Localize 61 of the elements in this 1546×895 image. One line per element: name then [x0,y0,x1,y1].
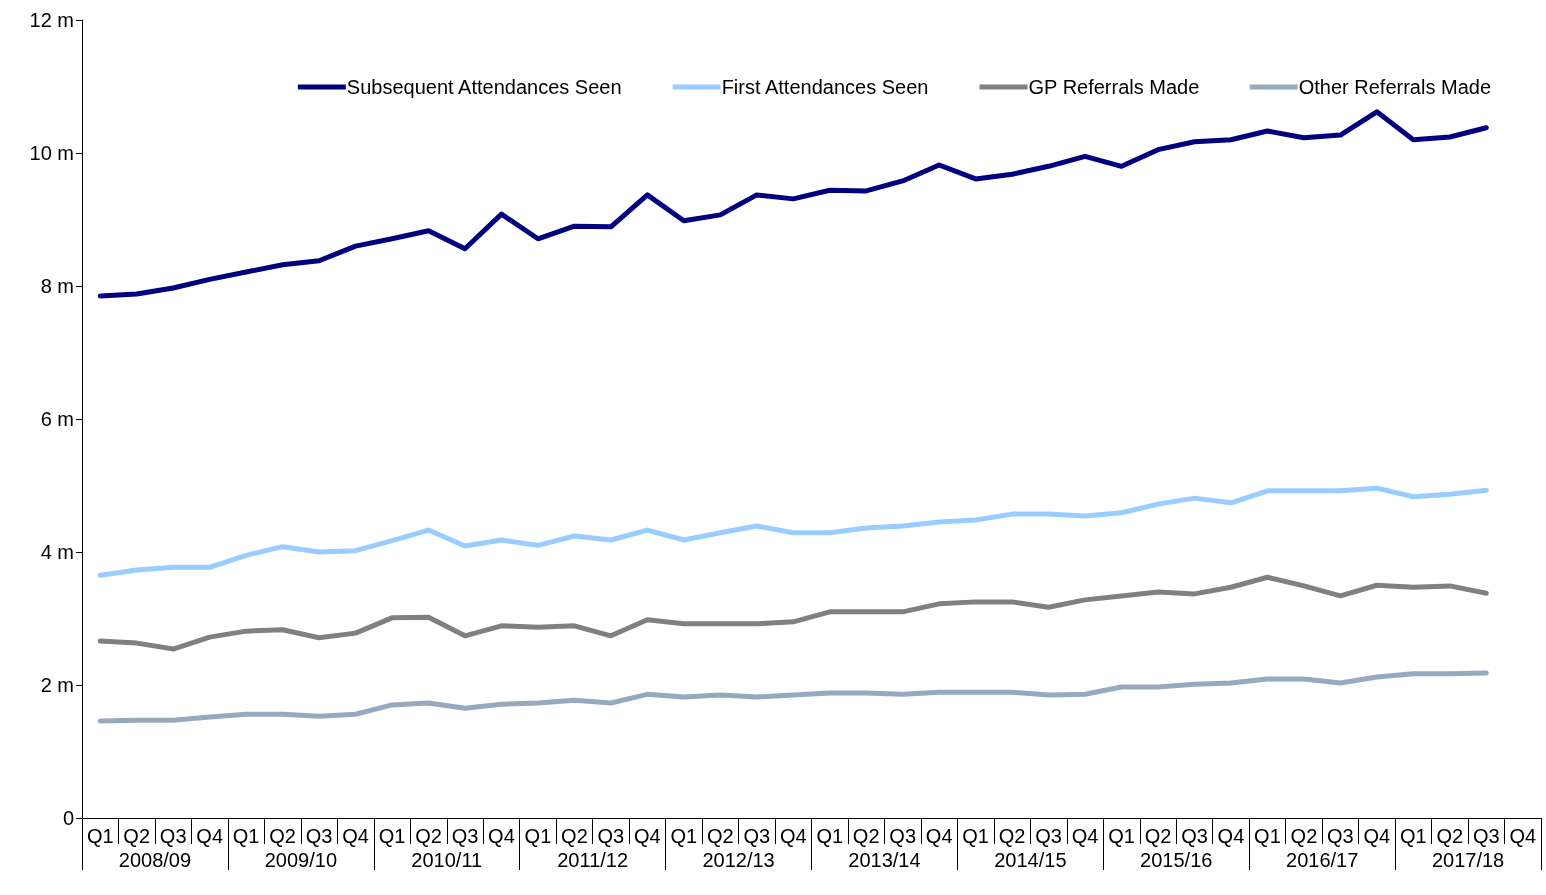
text: 2016/17 [1286,849,1359,871]
y-tick-label: 0 [62,807,74,829]
y-tick-label: 6 m [40,408,74,430]
x-tick-label: Q4 [925,825,953,847]
text: 2009/10 [264,849,337,871]
x-tick-label: Q2 [269,825,296,847]
x-tick-label: Q2 [1144,825,1172,847]
x-tick-label: Q4 [779,825,807,847]
x-tick-label: Q1 [1254,825,1281,847]
x-tick-label: Q3 [1181,825,1208,847]
x-tick-label: Q2 [415,825,442,847]
x-tick-label: Q2 [123,825,151,847]
x-tick-label: Q2 [998,825,1026,847]
legend-label: Other Referrals Made [1298,76,1491,98]
y-tick-label: 4 m [40,541,74,563]
x-tick-label: Q1 [670,825,698,847]
x-tick-label: Q3 [597,825,625,847]
legend-label: Subsequent Attendances Seen [346,76,622,98]
x-tick-label: Q3 [1472,825,1500,847]
x-tick-label: Q4 [1071,825,1099,847]
x-tick-label: Q1 [86,825,114,847]
y-tick-label: 10 m [29,142,74,164]
y-tick-label: 8 m [40,275,74,297]
x-tick-label: Q1 [816,825,844,847]
x-tick-label: Q2 [706,825,734,847]
x-tick-label: Q4 [488,825,515,847]
x-tick-label: Q1 [524,825,552,847]
x-tick-label: Q2 [1436,825,1464,847]
x-tick-label: Q3 [1035,825,1062,847]
y-tick-label: 2 m [40,674,74,696]
legend-label: GP Referrals Made [1028,76,1200,98]
x-tick-label: Q4 [1509,825,1537,847]
text: 2014/15 [994,849,1067,871]
x-tick-label: Q4 [1217,825,1245,847]
x-tick-label: Q3 [451,825,479,847]
x-tick-label: Q1 [962,825,989,847]
text: 2012/13 [702,849,775,871]
x-tick-label: Q3 [305,825,333,847]
x-tick-label: Q3 [159,825,187,847]
x-tick-label: Q1 [378,825,406,847]
x-tick-label: Q2 [852,825,880,847]
x-tick-label: Q1 [1108,825,1135,847]
x-tick-label: Q3 [1327,825,1354,847]
x-tick-label: Q4 [634,825,661,847]
legend-label: First Attendances Seen [721,76,929,98]
x-tick-label: Q3 [743,825,771,847]
x-tick-label: Q1 [1399,825,1427,847]
text: 2011/12 [557,849,629,871]
y-tick-label: 12 m [29,9,74,31]
x-tick-label: Q4 [1363,825,1391,847]
x-tick-label: Q4 [342,825,369,847]
x-tick-label: Q2 [1290,825,1318,847]
x-tick-label: Q4 [196,825,224,847]
text: 2008/09 [118,849,192,871]
x-tick-label: Q3 [889,825,917,847]
text: 2015/16 [1140,849,1213,871]
x-tick-label: Q2 [561,825,588,847]
text: 2017/18 [1431,849,1505,871]
text: 2013/14 [848,849,921,871]
text: 2010/11 [411,849,483,871]
x-tick-label: Q1 [232,825,260,847]
